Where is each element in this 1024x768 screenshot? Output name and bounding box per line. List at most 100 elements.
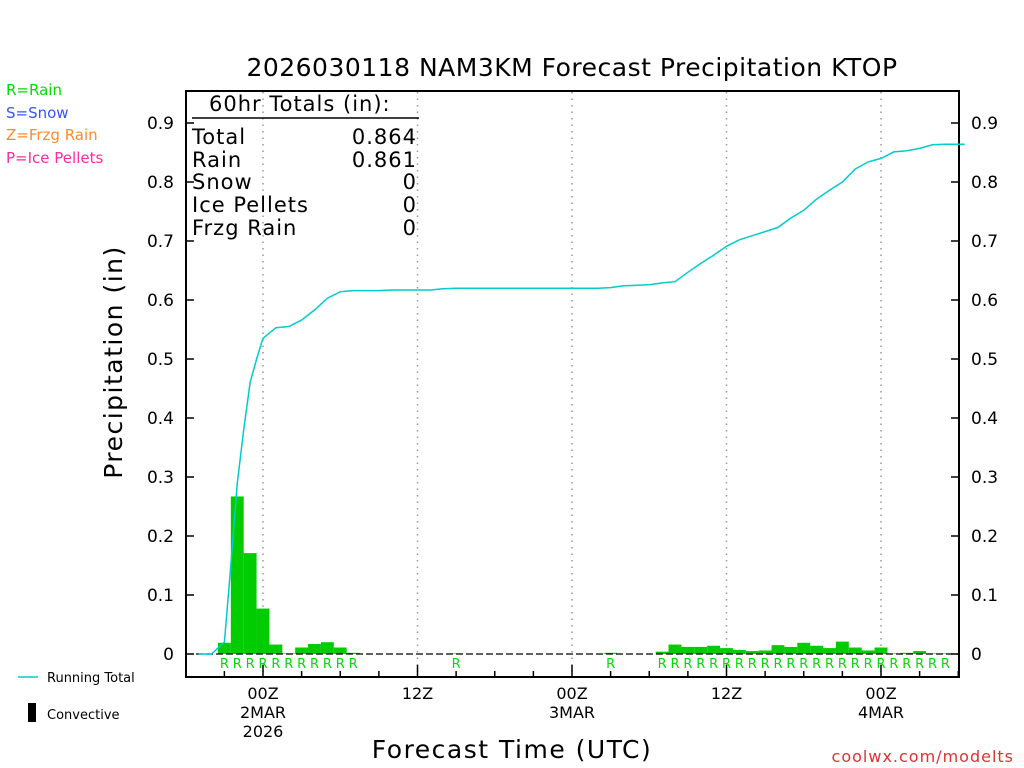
precip-type-marker: R bbox=[683, 657, 692, 672]
precip-type-marker: R bbox=[323, 657, 332, 672]
precip-type-marker: R bbox=[452, 657, 461, 672]
precip-bar bbox=[668, 644, 682, 654]
precip-type-marker: R bbox=[761, 657, 770, 672]
y-tick-label-right: 0.5 bbox=[971, 350, 998, 370]
precip-type-marker: R bbox=[773, 657, 782, 672]
precip-bar bbox=[333, 647, 347, 654]
precip-bar bbox=[346, 652, 360, 654]
precip-type-marker: R bbox=[284, 657, 293, 672]
precip-bar bbox=[707, 645, 721, 654]
precip-bar bbox=[784, 646, 798, 654]
y-tick-label-left: 0.9 bbox=[147, 114, 174, 134]
precip-bar bbox=[230, 496, 244, 654]
precip-bar bbox=[308, 643, 321, 654]
totals-value-snow: 0 bbox=[403, 170, 417, 194]
y-tick-label-left: 0.2 bbox=[147, 527, 174, 547]
y-tick-label-left: 0.7 bbox=[147, 232, 174, 252]
x-tick-label: 12Z bbox=[402, 684, 433, 703]
y-tick-label-right: 0.4 bbox=[971, 409, 998, 429]
totals-label-total: Total bbox=[191, 125, 246, 149]
precip-type-marker: R bbox=[246, 657, 255, 672]
y-tick-label-left: 0.5 bbox=[147, 350, 174, 370]
y-tick-label-right: 0.9 bbox=[971, 114, 998, 134]
precip-bar bbox=[758, 650, 772, 654]
precip-bar bbox=[655, 651, 669, 654]
chart-title: 2026030118 NAM3KM Forecast Precipitation… bbox=[246, 53, 897, 82]
precip-type-marker: R bbox=[748, 657, 757, 672]
precip-bar bbox=[835, 641, 849, 654]
precip-type-marker: R bbox=[606, 657, 615, 672]
legend-freezing-rain: Z=Frzg Rain bbox=[6, 126, 98, 144]
y-tick-label-left: 0.3 bbox=[147, 468, 174, 488]
x-tick-label: 4MAR bbox=[858, 703, 904, 722]
precip-bar bbox=[681, 646, 695, 654]
y-tick-label-left: 0.4 bbox=[147, 409, 174, 429]
totals-label-frzg-rain: Frzg Rain bbox=[192, 216, 297, 240]
precip-type-marker: R bbox=[722, 657, 731, 672]
precip-type-marker: R bbox=[310, 657, 319, 672]
precip-type-marker: R bbox=[297, 657, 306, 672]
precip-type-marker: R bbox=[258, 657, 267, 672]
x-tick-label: 2MAR bbox=[240, 703, 286, 722]
precip-type-marker: R bbox=[696, 657, 705, 672]
legend-ice-pellets: P=Ice Pellets bbox=[6, 149, 104, 167]
precip-type-marker: R bbox=[889, 657, 898, 672]
precip-type-marker: R bbox=[670, 657, 679, 672]
precip-bar bbox=[887, 653, 901, 654]
precip-bar bbox=[694, 646, 708, 654]
convective-legend-swatch bbox=[28, 703, 36, 722]
x-tick-label: 2026 bbox=[243, 722, 284, 741]
precip-bar bbox=[874, 647, 888, 654]
precip-bar bbox=[810, 645, 824, 654]
precip-bar bbox=[732, 649, 746, 654]
precip-bar bbox=[256, 608, 270, 654]
precip-bar bbox=[848, 647, 862, 654]
legend-snow: S=Snow bbox=[6, 104, 69, 122]
precip-type-marker: R bbox=[864, 657, 873, 672]
y-tick-label-left: 0.6 bbox=[147, 291, 174, 311]
y-tick-label-right: 0.6 bbox=[971, 291, 998, 311]
y-tick-label-left: 0.1 bbox=[147, 586, 174, 606]
precip-type-marker: R bbox=[735, 657, 744, 672]
running-total-line bbox=[198, 143, 965, 655]
precip-type-marker: R bbox=[658, 657, 667, 672]
precip-type-marker: R bbox=[709, 657, 718, 672]
totals-value-rain: 0.861 bbox=[352, 148, 417, 172]
x-tick-label: 00Z bbox=[865, 684, 896, 703]
precip-bar bbox=[823, 648, 836, 654]
y-tick-label-right: 0.8 bbox=[971, 173, 998, 193]
totals-label-ice-pellets: Ice Pellets bbox=[192, 193, 309, 217]
y-tick-label-right: 0.1 bbox=[971, 586, 998, 606]
precip-type-marker: R bbox=[928, 657, 937, 672]
x-tick-label: 12Z bbox=[711, 684, 742, 703]
precip-bar bbox=[797, 642, 811, 654]
running-total-line-layer bbox=[198, 143, 965, 655]
credit-text: coolwx.com/modelts bbox=[832, 747, 1014, 766]
grid-layer bbox=[262, 92, 882, 676]
plot-frame bbox=[185, 90, 960, 678]
precip-bar bbox=[938, 653, 952, 654]
precip-type-marker: R bbox=[220, 657, 229, 672]
y-tick-label-right: 0.7 bbox=[971, 232, 998, 252]
precip-type-marker: R bbox=[915, 657, 924, 672]
precip-bar bbox=[745, 651, 759, 654]
precip-bar bbox=[771, 645, 785, 654]
y-axis-title: Precipitation (in) bbox=[99, 245, 128, 479]
precip-bar bbox=[295, 647, 309, 654]
precip-type-marker: R bbox=[876, 657, 885, 672]
precip-type-marker: R bbox=[812, 657, 821, 672]
precip-type-marker: R bbox=[349, 657, 358, 672]
precip-bar bbox=[243, 553, 257, 654]
precip-bar bbox=[320, 642, 334, 654]
y-tick-label-right: 0.2 bbox=[971, 527, 998, 547]
precip-type-marker: R bbox=[851, 657, 860, 672]
y-tick-label-left: 0 bbox=[163, 645, 174, 665]
precip-type-marker: R bbox=[233, 657, 242, 672]
y-tick-label-right: 0 bbox=[971, 645, 982, 665]
x-tick-label: 00Z bbox=[247, 684, 278, 703]
precip-bar bbox=[720, 648, 733, 654]
totals-label-snow: Snow bbox=[192, 170, 253, 194]
